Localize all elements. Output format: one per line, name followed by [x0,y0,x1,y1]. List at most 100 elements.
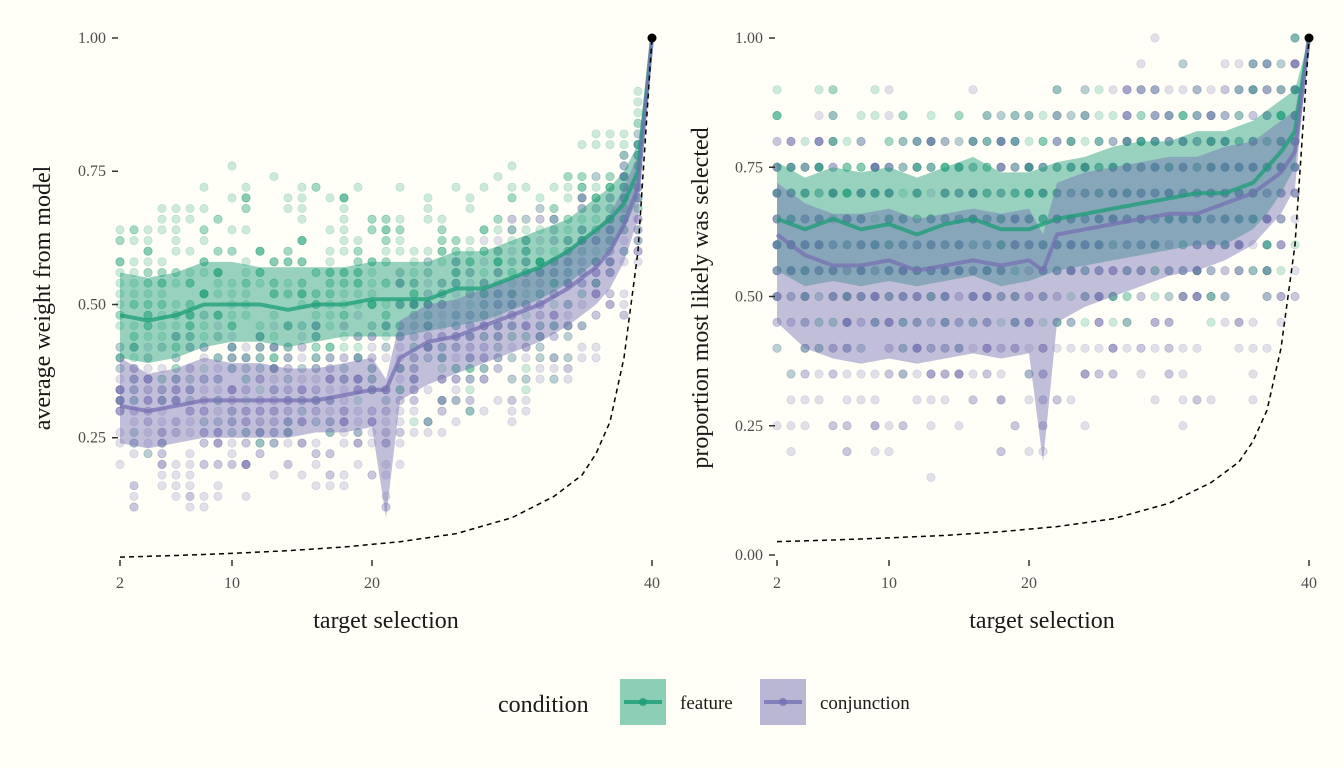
scatter-point-conjunction [1136,291,1146,301]
scatter-point-feature [241,374,251,384]
scatter-point-feature [129,374,139,384]
scatter-point-feature [381,236,391,246]
scatter-point-feature [157,278,167,288]
scatter-point-feature [465,363,475,373]
scatter-point-conjunction [283,459,293,469]
scatter-point-feature [129,268,139,278]
scatter-point-feature [339,310,349,320]
scatter-point-conjunction [241,459,251,469]
legend-point-conjunction [779,698,787,706]
scatter-point-conjunction [1066,317,1076,327]
scatter-point-feature [199,417,209,427]
scatter-point-conjunction [870,447,880,457]
scatter-point-feature [339,278,349,288]
scatter-point-feature [451,246,461,256]
scatter-point-feature [451,246,461,256]
scatter-point-feature [297,236,307,246]
scatter-point-feature [507,374,517,384]
scatter-point-feature [339,225,349,235]
scatter-point-feature [157,374,167,384]
scatter-point-feature [353,257,363,267]
scatter-point-feature [577,172,587,182]
scatter-point-conjunction [800,421,810,431]
scatter-point-feature [353,353,363,363]
scatter-point-feature [870,85,880,95]
scatter-point-feature [129,427,139,437]
scatter-point-feature [465,204,475,214]
scatter-point-conjunction [591,353,601,363]
scatter-point-conjunction [339,481,349,491]
scatter-point-conjunction [1192,291,1202,301]
scatter-point-feature [185,385,195,395]
scatter-point-feature [451,363,461,373]
scatter-point-feature [283,278,293,288]
scatter-point-feature [143,331,153,341]
scatter-point-feature [339,268,349,278]
scatter-point-feature [157,374,167,384]
scatter-point-conjunction [828,369,838,379]
scatter-point-feature [171,374,181,384]
scatter-point-conjunction [465,395,475,405]
scatter-point-conjunction [381,353,391,363]
scatter-point-feature [605,140,615,150]
scatter-point-feature [381,321,391,331]
scatter-point-feature [213,310,223,320]
scatter-point-conjunction [507,406,517,416]
scatter-point-conjunction [353,438,363,448]
scatter-point-feature [437,395,447,405]
scatter-point-conjunction [898,421,908,431]
scatter-point-feature [437,342,447,352]
scatter-point-feature [451,395,461,405]
scatter-point-feature [227,321,237,331]
scatter-point-feature [129,342,139,352]
scatter-point-feature [353,236,363,246]
scatter-point-conjunction [926,421,936,431]
scatter-point-feature [297,214,307,224]
scatter-point-feature [311,331,321,341]
scatter-point-conjunction [1248,266,1258,276]
scatter-point-feature [325,278,335,288]
scatter-point-conjunction [926,369,936,379]
scatter-point-conjunction [297,438,307,448]
scatter-point-conjunction [507,417,517,427]
scatter-point-conjunction [185,502,195,512]
scatter-point-feature [437,246,447,256]
scatter-point-feature [269,278,279,288]
scatter-point-conjunction [549,374,559,384]
scatter-point-conjunction [1080,85,1090,95]
scatter-point-feature [1150,291,1160,301]
scatter-point-feature [171,246,181,256]
scatter-point-feature [381,321,391,331]
scatter-point-conjunction [884,369,894,379]
scatter-point-conjunction [1164,111,1174,121]
scatter-point-conjunction [535,374,545,384]
scatter-point-feature [1038,136,1048,146]
scatter-point-conjunction [1220,85,1230,95]
scatter-point-feature [241,353,251,363]
scatter-point-feature [241,427,251,437]
scatter-point-conjunction [227,353,237,363]
scatter-point-feature [1080,136,1090,146]
scatter-point-feature [283,257,293,267]
scatter-point-feature [157,395,167,405]
scatter-point-feature [507,182,517,192]
scatter-point-feature [269,331,279,341]
scatter-point-feature [115,395,125,405]
scatter-point-feature [157,268,167,278]
scatter-point-conjunction [185,481,195,491]
scatter-point-feature [213,331,223,341]
scatter-point-feature [437,353,447,363]
scatter-point-feature [311,289,321,299]
scatter-point-feature [115,289,125,299]
scatter-point-conjunction [451,395,461,405]
scatter-point-feature [269,363,279,373]
scatter-point-feature [339,289,349,299]
scatter-point-conjunction [1276,291,1286,301]
scatter-point-feature [395,385,405,395]
scatter-point-feature [227,363,237,373]
scatter-point-conjunction [199,438,209,448]
scatter-point-conjunction [786,395,796,405]
scatter-point-feature [311,182,321,192]
scatter-point-conjunction [926,162,936,172]
scatter-point-feature [269,353,279,363]
